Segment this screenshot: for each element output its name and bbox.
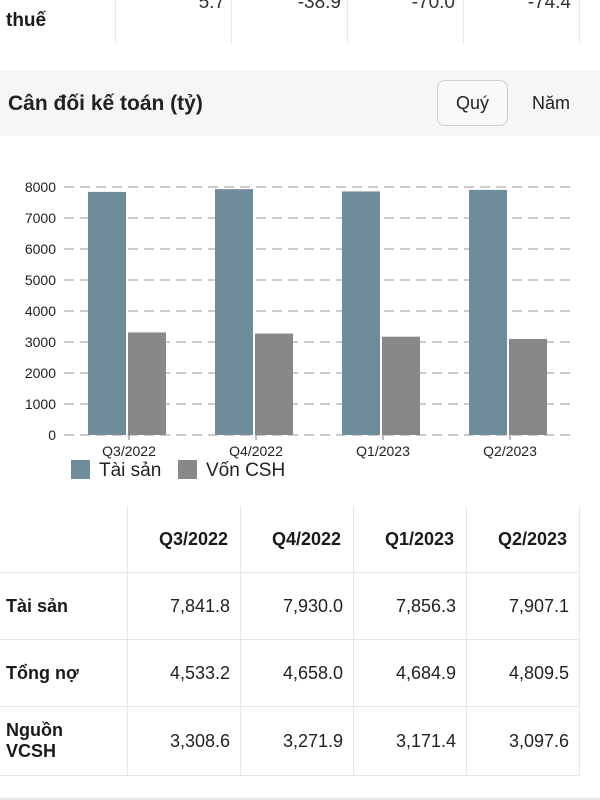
bar-tai-san [215, 189, 253, 435]
table-row: Tài sản 7,841.8 7,930.0 7,856.3 7,907.1 [0, 572, 580, 640]
year-tab-button[interactable]: Năm [516, 80, 586, 126]
legend-label: Vốn CSH [206, 460, 285, 481]
balance-sheet-table: Q3/2022 Q4/2022 Q1/2023 Q2/2023 Tài sản … [0, 506, 580, 776]
bar-von-csh [382, 336, 420, 435]
bar-tai-san [88, 191, 126, 435]
bar-tai-san [469, 189, 507, 435]
bar-tai-san [342, 191, 380, 435]
row-label: thuế [6, 10, 47, 31]
table-cell: 4,684.9 [353, 639, 467, 707]
legend: Tài sản Vốn CSH [71, 460, 285, 481]
y-axis-ticks: 0 1000 2000 3000 4000 5000 6000 7000 8000 [25, 179, 56, 443]
table-row: Nguồn VCSH 3,308.6 3,271.9 3,171.4 3,097… [0, 706, 580, 776]
value-cell: 5.7 [116, 0, 232, 44]
legend-label: Tài sản [99, 460, 161, 481]
value-text: -70.0 [411, 0, 455, 13]
table-cell: 7,907.1 [466, 572, 580, 640]
value-cell: -38.9 [232, 0, 348, 44]
bar-von-csh [128, 332, 166, 435]
y-tick-label: 1000 [25, 396, 56, 412]
value-text: -74.4 [527, 0, 571, 13]
table-header-cell: Q2/2023 [466, 506, 580, 573]
x-axis-ticks: Q3/2022 Q4/2022 Q1/2023 Q2/2023 [102, 435, 537, 459]
bars [88, 189, 547, 435]
table-cell: 3,308.6 [127, 706, 241, 776]
row-label-line: VCSH [6, 741, 57, 761]
table-cell: 4,658.0 [240, 639, 354, 707]
divider [0, 798, 600, 800]
quarter-tab-button[interactable]: Quý [437, 80, 508, 126]
balance-sheet-header: Cân đối kế toán (tỷ) Quý Năm [0, 70, 600, 136]
row-label: Tài sản [0, 572, 128, 640]
y-tick-label: 8000 [25, 179, 56, 195]
table-cell: 7,930.0 [240, 572, 354, 640]
y-tick-label: 4000 [25, 303, 56, 319]
legend-swatch [71, 460, 90, 479]
x-tick-label: Q2/2023 [483, 443, 537, 459]
value-text: -38.9 [297, 0, 341, 13]
table-cell: 3,271.9 [240, 706, 354, 776]
table-header-row: Q3/2022 Q4/2022 Q1/2023 Q2/2023 [0, 506, 580, 573]
income-row-partial: thuế 5.7 -38.9 -70.0 -74.4 [0, 0, 580, 44]
table-cell: 7,841.8 [127, 572, 241, 640]
value-cell: -70.0 [348, 0, 464, 44]
x-tick-label: Q1/2023 [356, 443, 410, 459]
x-tick-label: Q3/2022 [102, 443, 156, 459]
table-header-cell: Q1/2023 [353, 506, 467, 573]
legend-swatch [178, 460, 197, 479]
y-tick-label: 3000 [25, 334, 56, 350]
row-label-line: Nguồn [6, 720, 63, 740]
table-cell: 7,856.3 [353, 572, 467, 640]
table-row: Tổng nợ 4,533.2 4,658.0 4,684.9 4,809.5 [0, 639, 580, 707]
value-text: 5.7 [198, 0, 225, 13]
value-cell: -74.4 [464, 0, 580, 44]
table-cell: 4,533.2 [127, 639, 241, 707]
y-tick-label: 7000 [25, 210, 56, 226]
table-cell: 3,171.4 [353, 706, 467, 776]
table-cell: 4,809.5 [466, 639, 580, 707]
balance-sheet-chart: 0 1000 2000 3000 4000 5000 6000 7000 8000 Q3/202… [25, 179, 572, 481]
table-cell: 3,097.6 [466, 706, 580, 776]
table-header-cell: Q3/2022 [127, 506, 241, 573]
x-tick-label: Q4/2022 [229, 443, 283, 459]
table-header-cell [0, 506, 128, 573]
row-label-cell: thuế [0, 0, 116, 44]
row-label: Nguồn VCSH [0, 706, 128, 776]
y-tick-label: 2000 [25, 365, 56, 381]
y-tick-label: 0 [48, 427, 56, 443]
bar-von-csh [255, 333, 293, 435]
y-tick-label: 6000 [25, 241, 56, 257]
section-title: Cân đối kế toán (tỷ) [8, 92, 203, 115]
y-tick-label: 5000 [25, 272, 56, 288]
row-label: Tổng nợ [0, 639, 128, 707]
bar-von-csh [509, 338, 547, 435]
table-header-cell: Q4/2022 [240, 506, 354, 573]
